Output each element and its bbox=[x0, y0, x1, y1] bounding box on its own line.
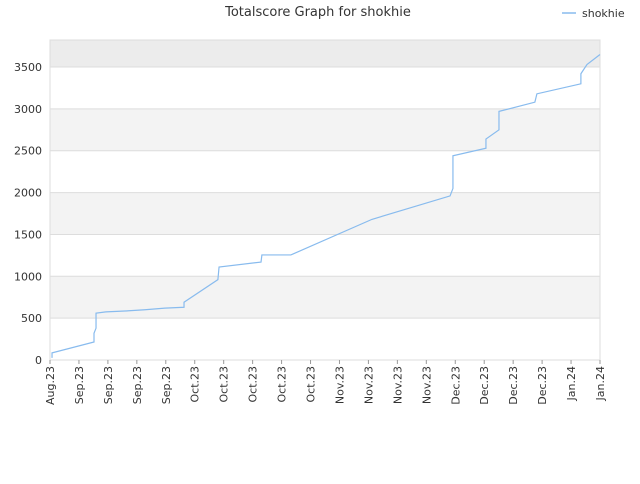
x-tick-label: Oct.23 bbox=[305, 366, 318, 403]
plot-band bbox=[50, 192, 600, 235]
y-tick-label: 2500 bbox=[14, 145, 42, 158]
x-tick-label: Nov.23 bbox=[362, 366, 375, 404]
plot-band bbox=[50, 40, 600, 68]
plot-band bbox=[50, 318, 600, 360]
x-tick-label: Jan.24 bbox=[565, 366, 578, 401]
x-tick-label: Nov.23 bbox=[420, 366, 433, 404]
x-tick-label: Dec.23 bbox=[449, 366, 462, 405]
y-tick-label: 0 bbox=[35, 354, 42, 367]
y-tick-label: 1000 bbox=[14, 270, 42, 283]
x-tick-label: Oct.23 bbox=[218, 366, 231, 403]
x-tick-label: Oct.23 bbox=[189, 366, 202, 403]
x-tick-label: Dec.23 bbox=[478, 366, 491, 405]
line-series bbox=[51, 54, 601, 358]
y-tick-label: 3500 bbox=[14, 61, 42, 74]
x-tick-label: Oct.23 bbox=[247, 366, 260, 403]
x-tick-label: Oct.23 bbox=[276, 366, 289, 403]
x-tick-label: Nov.23 bbox=[333, 366, 346, 404]
legend-label: shokhie bbox=[582, 7, 625, 20]
x-tick-label: Sep.23 bbox=[73, 366, 86, 404]
y-tick-label: 3000 bbox=[14, 103, 42, 116]
x-tick-label: Sep.23 bbox=[102, 366, 115, 404]
x-tick-label: Dec.23 bbox=[536, 366, 549, 405]
plot-band bbox=[50, 276, 600, 319]
x-tick-label: Sep.23 bbox=[160, 366, 173, 404]
plot-band bbox=[50, 108, 600, 151]
plot-band bbox=[50, 67, 600, 109]
chart-title: Totalscore Graph for shokhie bbox=[224, 5, 411, 20]
plot-band bbox=[50, 150, 600, 193]
y-tick-label: 2000 bbox=[14, 187, 42, 200]
y-tick-label: 500 bbox=[21, 312, 42, 325]
plot-band bbox=[50, 234, 600, 277]
x-tick-label: Jan.24 bbox=[594, 366, 607, 401]
x-tick-label: Aug.23 bbox=[44, 366, 57, 405]
x-tick-label: Dec.23 bbox=[507, 366, 520, 405]
y-tick-label: 1500 bbox=[14, 228, 42, 241]
x-tick-label: Nov.23 bbox=[391, 366, 404, 404]
x-tick-label: Sep.23 bbox=[131, 366, 144, 404]
